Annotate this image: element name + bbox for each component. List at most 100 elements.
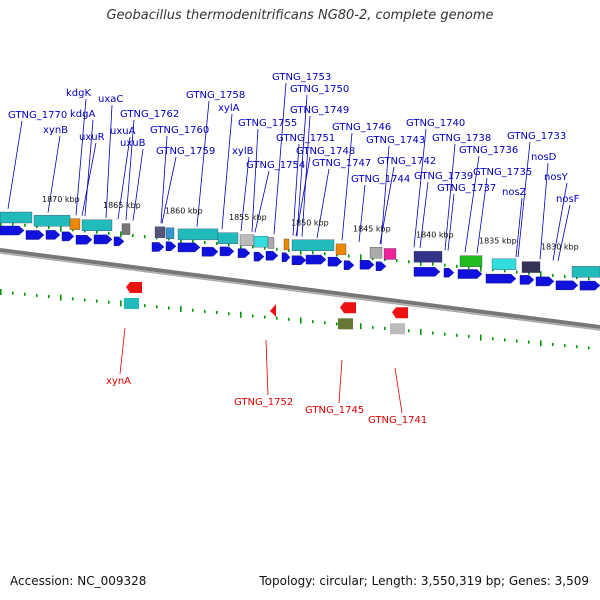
cds-arrow: [0, 225, 25, 236]
gene-leader-line: [379, 166, 395, 245]
lower-feature-box: [338, 318, 353, 330]
cds-arrow: [519, 275, 535, 285]
upper-tick: [144, 235, 146, 239]
upper-tick: [252, 245, 254, 249]
gene-leader-line: [296, 94, 308, 237]
scale-label: 1865 kbp: [103, 201, 141, 210]
upper-tick: [516, 270, 518, 274]
gene-label: xylB: [232, 146, 254, 157]
gene-label: GTNG_1750: [290, 84, 349, 95]
upper-tick: [444, 263, 446, 267]
gene-label: GTNG_1759: [156, 146, 215, 157]
lower-tick: [288, 317, 290, 321]
genome-backbone: [0, 248, 600, 329]
rna-label: xynA: [106, 376, 131, 387]
scale-label: 1840 kbp: [416, 231, 454, 240]
gene-label: GTNG_1737: [437, 183, 496, 194]
scale-label: 1835 kbp: [479, 237, 517, 246]
cds-arrow: [579, 280, 600, 291]
lower-tick: [516, 339, 518, 343]
gene-leader-line: [517, 141, 531, 258]
feature-box: [165, 227, 175, 239]
lower-tick: [528, 340, 530, 344]
lower-tick: [60, 294, 62, 301]
upper-tick: [432, 262, 434, 266]
lower-tick: [72, 297, 74, 301]
gene-label: xylA: [218, 103, 240, 114]
upper-tick: [300, 248, 302, 255]
gene-leader-line: [47, 135, 61, 213]
gene-leader-line: [341, 132, 353, 241]
cds-arrow: [165, 241, 177, 251]
cds-arrow: [201, 246, 219, 257]
cds-arrow: [151, 242, 165, 252]
gene-label: nosZ: [502, 187, 527, 198]
cds-arrow: [343, 260, 355, 270]
upper-tick: [120, 231, 122, 238]
upper-tick: [420, 259, 422, 266]
gene-label: nosD: [531, 152, 557, 163]
cds-arrow: [93, 234, 113, 245]
feature-box: [0, 211, 33, 224]
cds-arrow: [457, 269, 483, 279]
gene-label: GTNG_1748: [296, 146, 355, 157]
upper-tick: [204, 240, 206, 244]
gene-leader-line: [273, 82, 287, 235]
lower-tick: [564, 344, 566, 348]
lower-tick: [252, 314, 254, 318]
upper-tick: [408, 260, 410, 264]
gene-label: GTNG_1770: [8, 110, 67, 121]
cds-arrow: [219, 246, 235, 257]
gene-leader-line: [444, 143, 456, 251]
genome-title: Geobacillus thermodenitrificans NG80-2, …: [106, 8, 494, 23]
upper-tick: [552, 273, 554, 277]
feature-box: [335, 243, 347, 256]
upper-tick: [264, 246, 266, 250]
lower-tick: [24, 292, 26, 296]
upper-tick: [228, 243, 230, 247]
lower-tick: [36, 293, 38, 297]
upper-tick: [540, 271, 542, 278]
cds-arrow: [443, 267, 455, 278]
upper-tick: [132, 234, 134, 238]
gene-leader-line: [292, 143, 300, 236]
upper-tick: [588, 277, 590, 281]
gene-label: GTNG_1740: [406, 118, 465, 129]
gene-leader-line: [81, 142, 97, 216]
rna-label: GTNG_1741: [368, 415, 427, 426]
feature-box: [521, 261, 541, 273]
feature-box: [571, 266, 600, 278]
feature-box: [459, 255, 483, 267]
genome-backbone-shadow: [0, 252, 600, 331]
accession-label: Accession: NC_009328: [10, 574, 147, 588]
feature-box: [369, 246, 383, 259]
rna-arrow: [392, 307, 408, 319]
feature-box: [154, 226, 166, 238]
gene-label: GTNG_1762: [120, 109, 179, 120]
gene-label: GTNG_1739: [414, 171, 473, 182]
gene-leader-line: [117, 136, 131, 220]
upper-tick: [84, 229, 86, 233]
lower-tick: [120, 300, 122, 307]
cds-arrow: [305, 254, 327, 265]
lower-feature-box: [124, 297, 139, 309]
gene-leader-line: [552, 182, 568, 261]
feature-box: [217, 232, 239, 244]
lower-tick: [336, 322, 338, 326]
lower-tick: [48, 295, 50, 299]
gene-label: GTNG_1754: [246, 160, 305, 171]
scale-label: 1830 kbp: [541, 242, 579, 251]
gene-leader-line: [251, 128, 259, 232]
lower-tick: [300, 317, 302, 324]
lower-tick: [372, 325, 374, 329]
upper-tick: [456, 264, 458, 268]
cds-arrow: [535, 276, 555, 287]
cds-arrow: [413, 267, 441, 277]
gene-leader-line: [196, 100, 210, 227]
gene-leader-line: [7, 120, 23, 209]
gene-label: GTNG_1746: [332, 122, 391, 133]
cds-arrow: [45, 230, 61, 240]
lower-feature-box: [390, 323, 405, 335]
gene-label: GTNG_1751: [276, 133, 335, 144]
